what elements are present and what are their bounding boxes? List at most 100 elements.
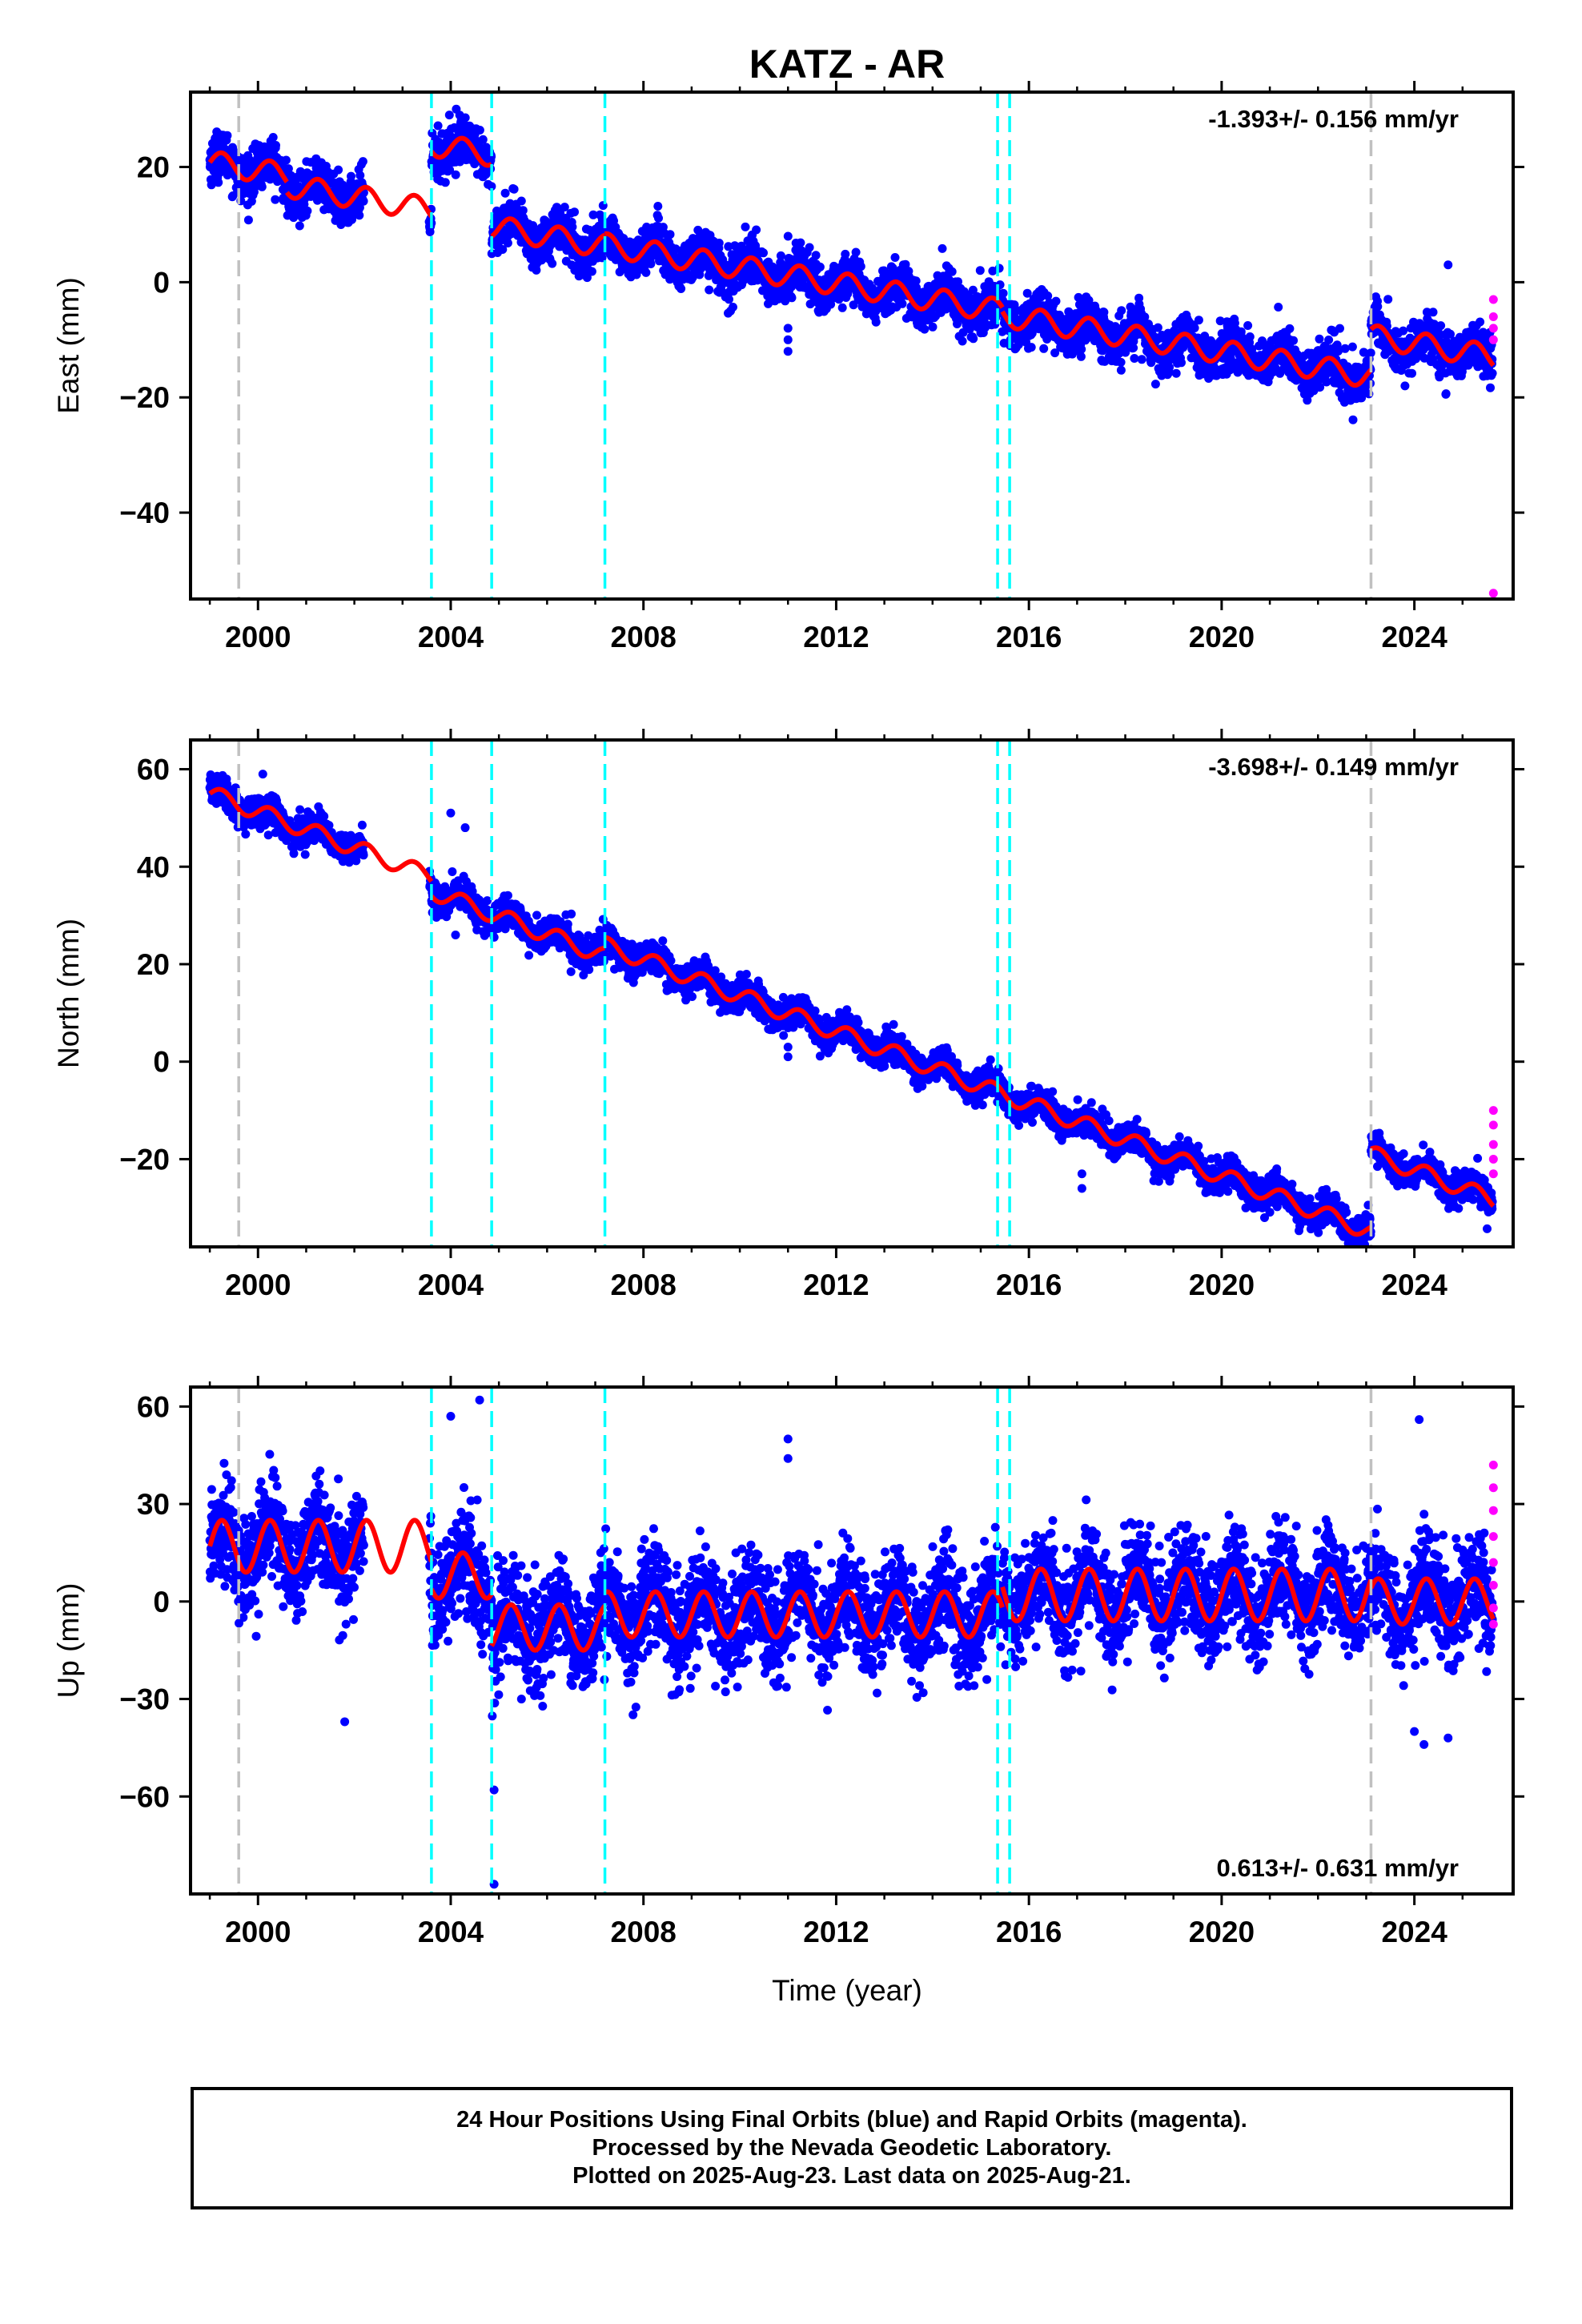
data-point [1383, 295, 1393, 304]
plot-frame [189, 90, 1515, 601]
plot-area [205, 740, 1498, 1247]
data-point [725, 295, 733, 304]
data-point [1324, 336, 1334, 344]
data-point [518, 206, 528, 215]
data-point [1441, 389, 1451, 399]
data-point [1129, 343, 1138, 352]
data-point [281, 155, 291, 165]
data-point [1285, 324, 1295, 333]
east-panel: 2000 2004 2008 2012 2016 2020 2024200−20−40Eas… [52, 81, 1524, 653]
data-point [837, 303, 847, 312]
data-point [214, 178, 223, 187]
data-point [783, 231, 793, 241]
data-point [548, 259, 557, 268]
data-point [1400, 381, 1410, 391]
data-point [954, 277, 962, 287]
plot-area [205, 92, 1498, 599]
data-point [1137, 355, 1146, 364]
data-point [693, 225, 703, 235]
data-point [871, 317, 881, 327]
data-point [724, 242, 733, 251]
data-point [1177, 358, 1186, 368]
data-point [1050, 348, 1060, 358]
data-point [1436, 321, 1446, 331]
data-point [334, 165, 343, 175]
data-point [271, 141, 280, 150]
data-point [295, 221, 304, 231]
data-point [271, 195, 280, 204]
data-point [737, 241, 746, 251]
data-point [665, 230, 675, 239]
data-point [359, 196, 368, 206]
data-point [1486, 383, 1495, 392]
data-point [1230, 319, 1239, 328]
data-point [998, 288, 1008, 298]
data-point [920, 324, 930, 334]
data-point [560, 203, 569, 212]
y-tick-label: −20 [119, 381, 170, 414]
data-point [588, 210, 598, 219]
data-point [646, 259, 656, 268]
data-point [223, 131, 232, 140]
data-point [1407, 368, 1416, 378]
data-point [303, 206, 312, 215]
outlier-point [783, 324, 793, 333]
data-point [1150, 380, 1160, 389]
data-point [901, 259, 910, 269]
data-point [653, 202, 663, 211]
rate-annotation: -1.393+/- 0.156 mm/yr [1208, 105, 1459, 133]
data-point [1194, 316, 1203, 325]
data-point [741, 222, 750, 231]
data-point [597, 253, 607, 263]
data-point [347, 171, 355, 181]
data-point [1215, 316, 1225, 326]
data-point [1335, 324, 1344, 333]
data-point [729, 303, 737, 312]
y-tick-label: −40 [119, 497, 170, 529]
data-point [851, 247, 861, 257]
outlier-point [1443, 260, 1453, 270]
data-point [487, 152, 496, 162]
data-point [1347, 342, 1357, 352]
data-point [358, 157, 367, 167]
data-point [587, 267, 596, 276]
y-tick-label: 20 [137, 151, 170, 184]
data-point [1140, 312, 1150, 322]
x-tick-label: 2004 [418, 621, 484, 653]
data-point [509, 184, 519, 194]
data-point [1399, 326, 1408, 336]
data-point [975, 266, 985, 275]
rapid-point [1488, 312, 1498, 322]
outlier-point [783, 347, 793, 356]
data-point [460, 113, 470, 123]
data-point [958, 336, 967, 346]
data-point [811, 251, 821, 260]
data-point [283, 164, 293, 174]
data-point [1022, 288, 1032, 298]
data-point [1315, 334, 1324, 344]
data-point [440, 178, 450, 187]
data-point [243, 215, 253, 225]
data-point [856, 262, 865, 271]
data-point [355, 211, 364, 220]
data-point [911, 276, 921, 286]
data-point [1165, 363, 1174, 372]
data-point [500, 188, 510, 198]
data-point [776, 251, 785, 260]
data-point [868, 283, 877, 293]
data-point [355, 171, 365, 180]
data-point [1130, 354, 1139, 363]
data-point [1099, 308, 1109, 317]
y-tick-label: 0 [153, 266, 170, 299]
data-point [1190, 324, 1199, 332]
data-point [805, 243, 814, 252]
data-point [451, 170, 460, 179]
data-point [796, 238, 805, 247]
data-point [532, 265, 541, 275]
x-tick-label: 2008 [611, 621, 677, 653]
data-point [1488, 368, 1497, 378]
data-point [1340, 344, 1350, 353]
data-point [1043, 292, 1053, 300]
data-point [445, 165, 455, 175]
